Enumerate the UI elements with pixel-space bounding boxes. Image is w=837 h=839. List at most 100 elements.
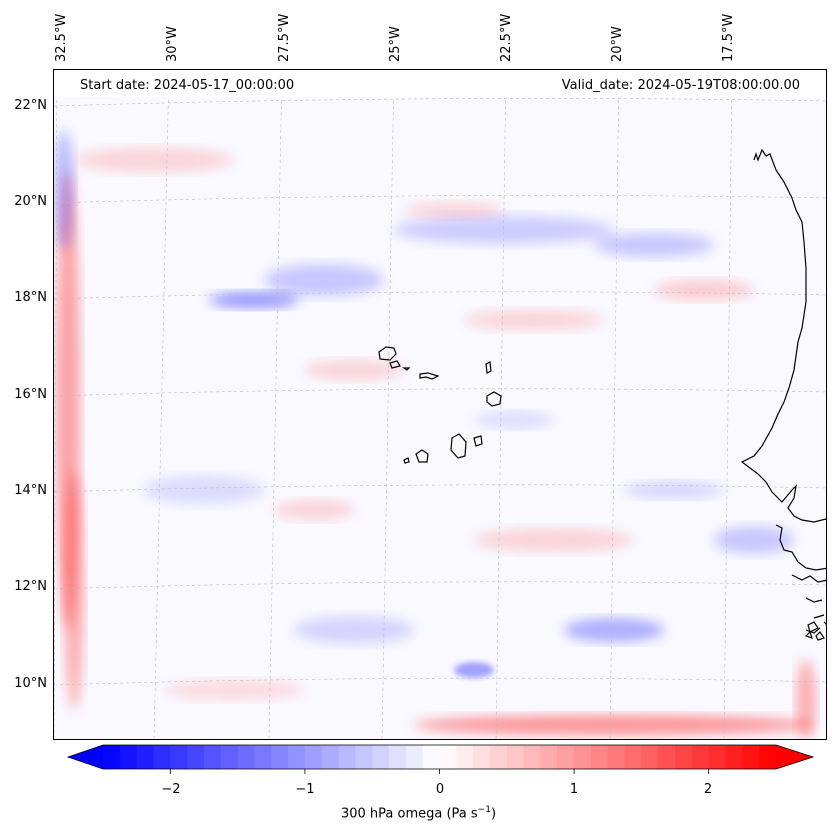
coastline-layer	[378, 148, 826, 641]
negative-omega-region	[624, 482, 724, 498]
colorbar-cell	[624, 745, 642, 769]
colorbar-cell	[658, 745, 676, 769]
field-background	[54, 70, 826, 739]
colorbar-cell	[489, 745, 508, 769]
colorbar-label-exponent: −1	[477, 805, 491, 815]
colorbar-cell	[389, 745, 407, 769]
colorbar-label-text: 300 hPa omega (Pa s	[340, 806, 478, 822]
colorbar-cell	[439, 745, 457, 769]
negative-omega-region	[564, 618, 664, 642]
island-brava	[403, 457, 410, 464]
colorbar-cell	[372, 745, 390, 769]
colorbar-cell	[641, 745, 659, 769]
colorbar-cell	[725, 745, 743, 769]
negative-omega-region	[264, 264, 384, 296]
colorbar-cell	[304, 745, 323, 769]
positive-omega-region	[164, 680, 304, 700]
negative-omega-region	[454, 662, 494, 678]
lon-label-25w: 25°W	[388, 26, 403, 62]
colorbar-cell	[203, 745, 222, 769]
colorbar-cell	[523, 745, 541, 769]
island-sao-nicolau	[419, 372, 440, 380]
negative-omega-region	[209, 292, 299, 308]
positive-omega-region	[654, 280, 754, 300]
island-boa-vista	[486, 391, 502, 407]
lon-label-30w: 30°W	[165, 26, 180, 62]
island-santiago	[450, 433, 467, 459]
colorbar-cell	[271, 745, 289, 769]
colorbar-cell	[574, 745, 592, 769]
omega-field-layer	[54, 70, 826, 739]
parallel-line	[54, 581, 826, 590]
island-santa-luzia	[402, 367, 411, 371]
colorbar-tick-label-2: 2	[703, 782, 713, 797]
meridian-line	[381, 70, 395, 739]
positive-omega-region	[414, 715, 814, 735]
colorbar-cell	[675, 745, 693, 769]
colorbar-tick-label-minus1: −1	[295, 782, 315, 797]
positive-omega-region	[464, 310, 604, 330]
colorbar-cell	[220, 745, 239, 769]
positive-omega-region	[74, 148, 234, 172]
island-maio	[473, 435, 483, 447]
parallel-line	[54, 98, 826, 107]
colorbar-cell	[405, 745, 424, 769]
meridian-line	[268, 70, 283, 739]
bijagos-islands	[804, 621, 825, 641]
colorbar-cell	[691, 745, 710, 769]
header-band	[54, 70, 826, 97]
negative-omega-region	[594, 233, 714, 257]
parallel-line	[54, 677, 826, 686]
positive-omega-region	[64, 470, 84, 710]
colorbar-cell	[607, 745, 626, 769]
negative-omega-region	[714, 526, 794, 554]
colorbar-cells	[66, 744, 815, 770]
positive-omega-region	[274, 500, 354, 520]
colorbar-cell	[187, 745, 205, 769]
colorbar-cell	[708, 745, 727, 769]
colorbar-cell	[355, 745, 373, 769]
start-date-label: Start date: 2024-05-17_00:00:00	[80, 78, 295, 93]
colorbar-label: 300 hPa omega (Pa s−1)	[0, 805, 837, 821]
island-fogo	[415, 449, 429, 463]
parallel-line	[54, 484, 826, 493]
omega-field-map	[54, 70, 826, 739]
colorbar-cell	[742, 745, 760, 769]
parallel-line	[54, 195, 826, 204]
colorbar-cell	[506, 745, 525, 769]
colorbar-cell	[338, 745, 356, 769]
meridian-line	[153, 70, 170, 739]
colorbar-cell	[557, 745, 575, 769]
colorbar-tick-label-1: 1	[569, 782, 579, 797]
negative-omega-region	[394, 216, 614, 244]
positive-omega-region	[304, 360, 404, 380]
positive-omega-region	[404, 202, 504, 218]
lat-label-16n: 16°N	[14, 387, 47, 402]
island-sal	[485, 361, 492, 374]
colorbar-tick-label-zero: 0	[435, 782, 445, 797]
colorbar-cell	[422, 745, 440, 769]
negative-omega-region	[54, 130, 74, 250]
colorbar-label-close: )	[490, 806, 497, 822]
colorbar-cell	[237, 745, 255, 769]
lon-label-20w: 20°W	[610, 26, 625, 62]
colorbar-cell	[136, 745, 154, 769]
parallel-line	[54, 388, 826, 397]
african-coastline	[740, 148, 826, 523]
lat-label-20n: 20°N	[14, 194, 47, 209]
colorbar-cell	[288, 745, 306, 769]
lon-label-32-5w: 32.5°W	[54, 13, 69, 62]
lat-label-10n: 10°N	[14, 676, 47, 691]
colorbar-cell	[170, 745, 188, 769]
colorbar-cell	[590, 745, 609, 769]
colorbar-cell	[759, 745, 777, 769]
lat-label-14n: 14°N	[14, 483, 47, 498]
negative-omega-region	[474, 412, 554, 428]
lon-label-17-5w: 17.5°W	[721, 13, 736, 62]
colorbar-cell	[473, 745, 491, 769]
lon-label-22-5w: 22.5°W	[499, 13, 514, 62]
parallel-line	[54, 291, 826, 300]
colorbar-tick-label-minus2: −2	[161, 782, 181, 797]
lat-label-12n: 12°N	[14, 579, 47, 594]
coastline-estuary	[775, 524, 826, 634]
